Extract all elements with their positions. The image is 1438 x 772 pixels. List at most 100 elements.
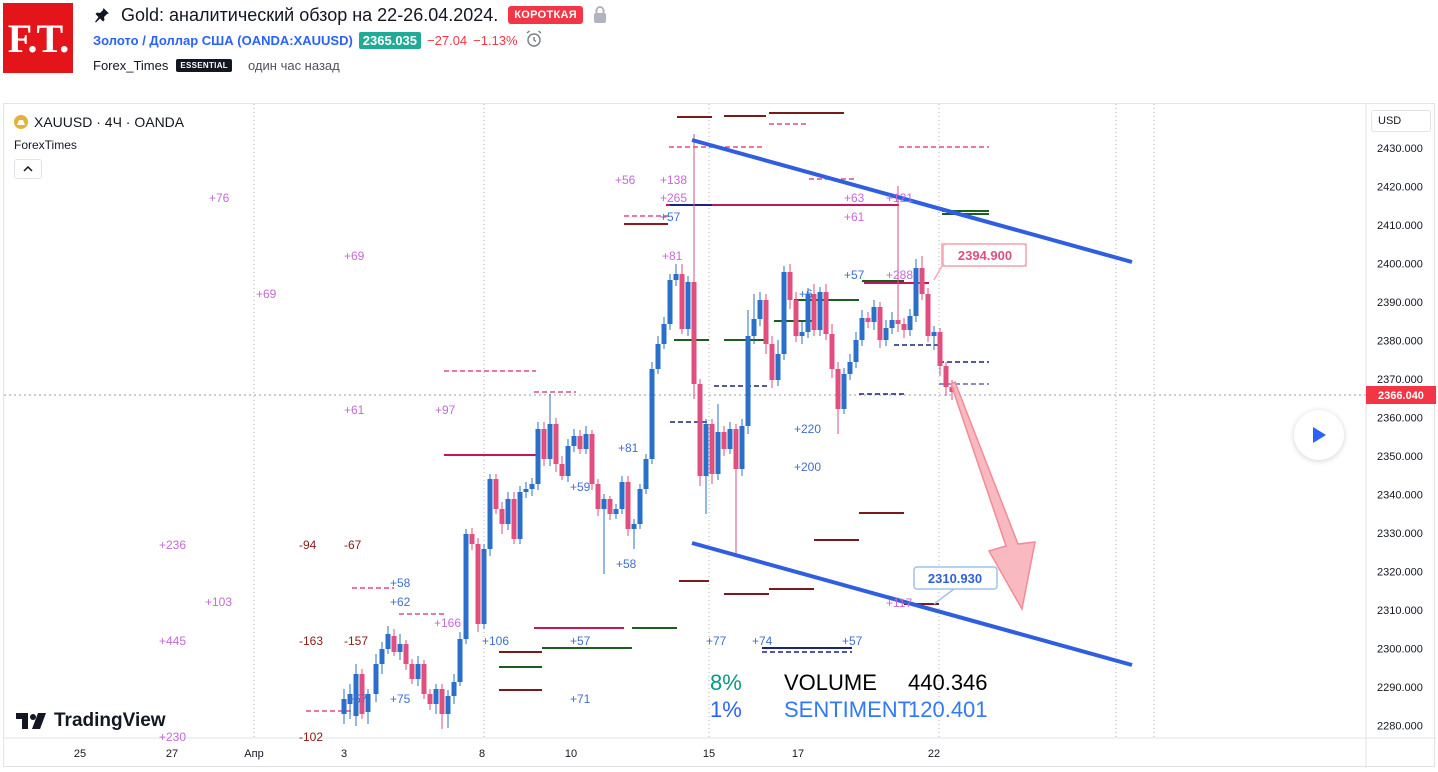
gold-coin-icon [14, 115, 28, 129]
author-name[interactable]: Forex_Times [93, 57, 169, 73]
indicator-name[interactable]: ForexTimes [14, 138, 77, 152]
symbol-name-link[interactable]: Золото / Доллар США (OANDA:XAUUSD) [93, 32, 353, 48]
candle-body [577, 436, 583, 449]
collapse-legend-button[interactable] [14, 159, 42, 179]
candle-body [427, 694, 433, 704]
candle-body [439, 689, 445, 714]
candle-body [385, 634, 391, 649]
sentiment-label: SENTIMENT [784, 697, 912, 722]
candle-body [607, 499, 613, 514]
candle-body [739, 426, 745, 469]
annotation-label: +63 [844, 191, 865, 205]
annotation-label: +57 [570, 634, 591, 648]
candle-body [799, 332, 805, 336]
forecast-arrow[interactable] [950, 380, 1036, 612]
time-tick-label: 22 [928, 748, 940, 760]
candle-body [481, 549, 487, 624]
candle-body [463, 534, 469, 639]
sentiment-value: 120.401 [908, 697, 988, 722]
annotation-label: +166 [434, 616, 461, 630]
candle-body [769, 344, 775, 380]
price-tick-label: 2430.000 [1377, 143, 1423, 155]
candle-body [859, 318, 865, 340]
candle-body [685, 282, 691, 329]
time-axis[interactable]: 25 27 Апр 3 8 10 15 17 22 [74, 748, 940, 760]
candle-body [775, 354, 781, 380]
candle-body [805, 294, 811, 332]
time-tick-label: 10 [565, 748, 577, 760]
candle-body [403, 644, 409, 664]
candle-body [535, 429, 541, 484]
annotation-label: +106 [482, 634, 509, 648]
price-tick-label: 2390.000 [1377, 297, 1423, 309]
pin-icon [93, 6, 111, 24]
play-button[interactable] [1294, 410, 1344, 460]
annotation-label: +200 [794, 460, 821, 474]
candle-body [949, 387, 955, 392]
annotation-label: +121 [886, 191, 913, 205]
candle-body [931, 332, 937, 336]
candle-body [487, 479, 493, 549]
channel-upper-line[interactable] [691, 138, 1133, 264]
short-badge: КОРОТКАЯ [508, 6, 583, 24]
author-row: Forex_Times ESSENTIAL один час назад [93, 56, 340, 74]
annotation-label: +6 [799, 287, 813, 301]
candle-body [517, 492, 523, 539]
annotation-label: +117 [886, 596, 912, 610]
annotation-label: +61 [844, 210, 865, 224]
alarm-clock-icon[interactable] [524, 29, 544, 51]
chart-canvas[interactable]: 2394.900 2310.930 +76 +69 +69 +61 +97 +2… [4, 104, 1436, 768]
candle-body [421, 664, 427, 694]
candle-body [625, 482, 631, 529]
annotation-label: +74 [752, 634, 773, 648]
candle-body [709, 424, 715, 474]
candle-body [493, 479, 499, 509]
legend-symbol-text: XAUUSD · 4Ч · OANDA [34, 114, 185, 130]
candle-body [853, 340, 859, 362]
price-tick-label: 2330.000 [1377, 528, 1423, 540]
dashed-level-lines [306, 123, 989, 712]
annotation-label: +69 [256, 287, 277, 301]
tradingview-logo[interactable]: TradingView [16, 710, 166, 732]
price-axis[interactable]: 2430.000 2420.000 2410.000 2400.000 2390.000… [1377, 143, 1423, 733]
candle-body [619, 482, 625, 509]
play-icon [1313, 427, 1326, 443]
candle-body [655, 344, 661, 369]
volume-value: 440.346 [908, 670, 988, 695]
candle-body [841, 374, 847, 409]
published-time: один час назад [247, 57, 340, 73]
price-tick-label: 2350.000 [1377, 451, 1423, 463]
candle-body [451, 682, 457, 696]
candle-body [379, 649, 385, 664]
candle-body [583, 434, 589, 449]
logo-text: F.T. [7, 15, 69, 61]
annotation-label: +58 [390, 576, 411, 590]
candle-body [397, 644, 403, 652]
current-price-tag [1366, 386, 1436, 404]
chart-area[interactable]: 2394.900 2310.930 +76 +69 +69 +61 +97 +2… [3, 103, 1436, 768]
candle-body [763, 300, 769, 344]
time-tick-label: Апр [244, 748, 263, 760]
ft-logo[interactable]: F.T. [3, 3, 73, 73]
callout-low-label: 2310.930 [928, 571, 982, 586]
callout-low[interactable]: 2310.930 [913, 566, 998, 605]
idea-title: Gold: аналитический обзор на 22-26.04.20… [121, 4, 499, 25]
time-tick-label: 27 [166, 748, 178, 760]
candle-body [553, 424, 559, 464]
candle-body [547, 424, 553, 459]
candle-body [499, 509, 505, 524]
candle-body [877, 307, 883, 340]
channel-lower-line[interactable] [691, 541, 1133, 667]
candle-body [733, 429, 739, 469]
annotation-label: +81 [662, 249, 683, 263]
currency-selector[interactable]: USD [1371, 110, 1431, 132]
candle-body [889, 320, 895, 328]
candle-body [373, 664, 379, 694]
candle-body [505, 499, 511, 524]
candle-body [415, 664, 421, 679]
callout-high[interactable]: 2394.900 [933, 243, 1027, 281]
candle-body [703, 424, 709, 476]
annotation-label: -94 [299, 538, 317, 552]
legend-symbol[interactable]: XAUUSD · 4Ч · OANDA [14, 114, 184, 130]
annotation-label: +445 [159, 634, 186, 648]
